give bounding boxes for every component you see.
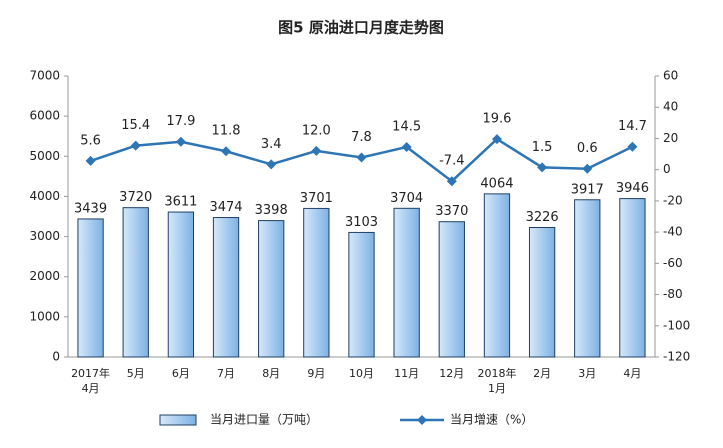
line-value-label: 12.0	[302, 123, 331, 138]
line-value-label: 14.5	[392, 120, 421, 135]
line-marker	[311, 145, 322, 156]
bar-value-label: 3226	[526, 210, 559, 225]
line-marker	[582, 163, 593, 174]
bar-value-label: 3701	[300, 191, 333, 206]
y2-tick-label: 0	[663, 162, 671, 176]
bar-value-label: 3474	[209, 200, 242, 215]
x-tick-label: 2018年 1月	[477, 366, 516, 395]
y-tick-label: 3000	[29, 229, 60, 243]
y2-tick-label: 60	[663, 69, 678, 83]
line-marker	[175, 136, 186, 147]
x-tick-label: 7月	[217, 367, 235, 380]
bar-value-label: 3370	[435, 204, 468, 219]
legend-marker	[417, 415, 427, 425]
bar	[528, 226, 556, 358]
x-tick-label: 6月	[172, 367, 190, 380]
bar-value-label: 3946	[616, 181, 649, 196]
line-value-label: 1.5	[532, 140, 553, 155]
x-tick-label: 2017年 4月	[71, 366, 110, 395]
line-value-label: 17.9	[166, 114, 195, 129]
line-marker	[221, 146, 232, 157]
x-tick-label: 3月	[578, 367, 596, 380]
y2-tick-label: -40	[663, 225, 683, 239]
line-value-label: 14.7	[618, 119, 647, 134]
line-marker	[401, 142, 412, 153]
y-tick-label: 4000	[29, 189, 60, 203]
line-value-label: 15.4	[121, 118, 150, 133]
bar	[122, 207, 149, 358]
bar	[348, 231, 375, 358]
line-marker	[356, 152, 367, 163]
x-tick-label: 4月	[623, 367, 641, 380]
y-tick-label: 1000	[29, 309, 60, 323]
bar	[438, 221, 465, 358]
y2-tick-label: -80	[663, 287, 683, 301]
bar	[483, 193, 511, 358]
x-tick-label: 11月	[394, 367, 419, 380]
bar	[258, 220, 285, 358]
line-value-label: 0.6	[577, 141, 598, 156]
line-marker	[266, 159, 277, 170]
legend-swatch	[159, 414, 197, 426]
x-tick-label: 2月	[533, 367, 551, 380]
line-value-label: 19.6	[482, 112, 511, 127]
line-marker	[85, 155, 96, 166]
y2-tick-label: -60	[663, 256, 683, 270]
y2-tick-label: -100	[663, 318, 690, 332]
y-tick-label: 6000	[29, 109, 60, 123]
bar	[303, 207, 330, 358]
line-value-label: 5.6	[80, 133, 101, 148]
y-tick-label: 7000	[29, 69, 60, 83]
legend-label: 当月进口量（万吨）	[210, 413, 318, 427]
x-tick-label: 8月	[262, 367, 280, 380]
chart-title: 图5 原油进口月度走势图	[278, 19, 444, 37]
y2-tick-label: 20	[663, 131, 678, 145]
line-value-label: 11.8	[212, 124, 241, 139]
y-tick-label: 5000	[29, 149, 60, 163]
bar-value-label: 3398	[255, 203, 288, 218]
bar	[574, 199, 601, 358]
legend-label: 当月增速（%）	[450, 413, 533, 427]
y2-tick-label: 40	[663, 100, 678, 114]
line-marker	[446, 176, 457, 187]
bar-value-label: 3611	[164, 195, 197, 210]
y-tick-label: 0	[52, 350, 60, 364]
bar	[212, 217, 240, 358]
y2-tick-label: -120	[663, 350, 690, 364]
line-value-label: 7.8	[351, 130, 372, 145]
line-marker	[627, 141, 638, 152]
bar-value-label: 3704	[390, 191, 423, 206]
line-value-label: -7.4	[439, 154, 464, 169]
line-marker	[130, 140, 141, 151]
bar	[393, 207, 420, 358]
x-tick-label: 5月	[127, 367, 145, 380]
bar	[77, 218, 104, 358]
x-tick-label: 12月	[439, 367, 464, 380]
bar-value-label: 4064	[480, 176, 513, 191]
bar	[619, 198, 646, 358]
x-tick-label: 9月	[307, 367, 325, 380]
y2-tick-label: -20	[663, 193, 683, 207]
x-tick-label: 10月	[349, 367, 374, 380]
bar	[167, 211, 195, 358]
y-tick-label: 2000	[29, 269, 60, 283]
line-marker	[491, 134, 502, 145]
line-value-label: 3.4	[261, 137, 282, 152]
bar-value-label: 3720	[119, 190, 152, 205]
line-marker	[537, 162, 548, 173]
bar-value-label: 3103	[345, 215, 378, 230]
bar-value-label: 3439	[74, 201, 107, 216]
bar-value-label: 3917	[571, 182, 604, 197]
